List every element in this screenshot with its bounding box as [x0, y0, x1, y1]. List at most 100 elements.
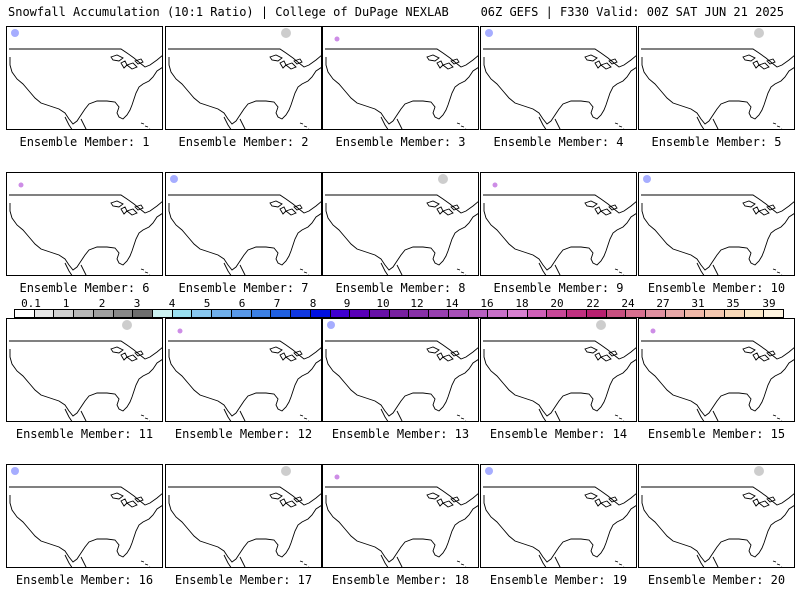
ensemble-member-label: Ensemble Member: 20	[647, 573, 786, 587]
mexico-outline	[696, 408, 719, 421]
colorbar-swatch	[626, 310, 646, 317]
mexico-outline	[223, 116, 246, 129]
country-outline	[9, 486, 162, 563]
colorbar-swatch	[448, 310, 469, 317]
ensemble-member-map	[6, 318, 163, 422]
caribbean-islands	[299, 268, 310, 275]
country-outline	[325, 486, 478, 563]
snowfall-area	[281, 28, 291, 38]
colorbar-swatch	[54, 310, 75, 317]
snowfall-area	[754, 28, 764, 38]
country-outline	[483, 340, 636, 417]
ensemble-member-map	[6, 172, 163, 276]
colorbar-swatch	[586, 310, 607, 317]
mexico-outline	[380, 262, 403, 275]
mexico-outline	[223, 262, 246, 275]
us-basemap	[9, 467, 162, 567]
great-lakes	[110, 200, 144, 216]
great-lakes	[742, 492, 776, 508]
great-lakes	[584, 346, 618, 362]
snowfall-area	[438, 174, 448, 184]
caribbean-islands	[456, 122, 467, 129]
colorbar-swatch	[705, 310, 725, 317]
ensemble-member-map	[480, 26, 637, 130]
ensemble-member-map	[322, 318, 479, 422]
colorbar-tick-label: 24	[621, 297, 635, 310]
country-outline	[168, 48, 321, 125]
ensemble-member-label: Ensemble Member: 19	[489, 573, 628, 587]
mexico-outline	[64, 116, 87, 129]
us-basemap	[325, 36, 478, 129]
mexico-outline	[64, 262, 87, 275]
ensemble-member-label: Ensemble Member: 3	[335, 135, 466, 149]
colorbar-swatch	[488, 310, 508, 317]
ensemble-member-map	[322, 26, 479, 130]
mexico-outline	[538, 116, 561, 129]
country-outline	[483, 486, 636, 563]
us-basemap	[9, 182, 162, 275]
mexico-outline	[380, 116, 403, 129]
country-outline	[483, 48, 636, 125]
snowfall-area	[11, 467, 19, 475]
ensemble-member-label: Ensemble Member: 16	[15, 573, 154, 587]
snowfall-area	[327, 321, 335, 329]
caribbean-islands	[299, 122, 310, 129]
caribbean-islands	[772, 560, 783, 567]
colorbar-swatch	[34, 310, 55, 317]
snowfall-area	[485, 467, 493, 475]
caribbean-islands	[456, 560, 467, 567]
great-lakes	[742, 54, 776, 70]
ensemble-member-label: Ensemble Member: 11	[15, 427, 154, 441]
mexico-outline	[538, 262, 561, 275]
country-outline	[9, 194, 162, 271]
snowfall-area	[643, 175, 651, 183]
snowfall-area	[170, 175, 178, 183]
ensemble-member-label: Ensemble Member: 5	[651, 135, 782, 149]
ensemble-member-map	[638, 172, 795, 276]
colorbar-swatch	[231, 310, 252, 317]
colorbar-tick-label: 1	[62, 297, 70, 310]
us-basemap	[168, 328, 321, 421]
country-outline	[641, 486, 794, 563]
caribbean-islands	[299, 560, 310, 567]
colorbar-tick-label: 4	[168, 297, 176, 310]
great-lakes	[269, 346, 303, 362]
mexico-outline	[538, 408, 561, 421]
colorbar-tick-label: 18	[515, 297, 529, 310]
colorbar-tick-label: 27	[656, 297, 670, 310]
colorbar-swatch	[310, 310, 331, 317]
colorbar-swatch	[744, 310, 765, 317]
us-basemap	[483, 182, 636, 275]
ensemble-member-label: Ensemble Member: 6	[19, 281, 150, 295]
colorbar-tick-label: 39	[762, 297, 776, 310]
caribbean-islands	[140, 122, 151, 129]
country-outline	[483, 194, 636, 271]
colorbar-swatch	[330, 310, 351, 317]
snowfall-area	[650, 328, 656, 334]
mexico-outline	[64, 554, 87, 567]
colorbar-swatch	[251, 310, 272, 317]
colorbar-swatch	[172, 310, 193, 317]
ensemble-member-map	[165, 172, 322, 276]
snowfall-area	[122, 320, 132, 330]
colorbar-swatch	[212, 310, 232, 317]
colorbar-tick-label: 35	[726, 297, 740, 310]
ensemble-member-map	[638, 464, 795, 568]
caribbean-islands	[299, 414, 310, 421]
ensemble-member-label: Ensemble Member: 1	[19, 135, 150, 149]
colorbar-swatch	[389, 310, 410, 317]
caribbean-islands	[140, 414, 151, 421]
colorbar-swatch	[724, 310, 745, 317]
snowfall-area	[18, 182, 24, 188]
colorbar-swatch	[468, 310, 489, 317]
country-outline	[9, 48, 162, 125]
us-basemap	[483, 320, 636, 421]
colorbar-tick-label: 16	[480, 297, 494, 310]
country-outline	[641, 48, 794, 125]
mexico-outline	[380, 408, 403, 421]
us-basemap	[641, 328, 794, 421]
colorbar-tick-label: 9	[343, 297, 351, 310]
colorbar-swatch	[646, 310, 666, 317]
us-basemap	[325, 321, 478, 421]
colorbar-tick-label: 22	[586, 297, 600, 310]
